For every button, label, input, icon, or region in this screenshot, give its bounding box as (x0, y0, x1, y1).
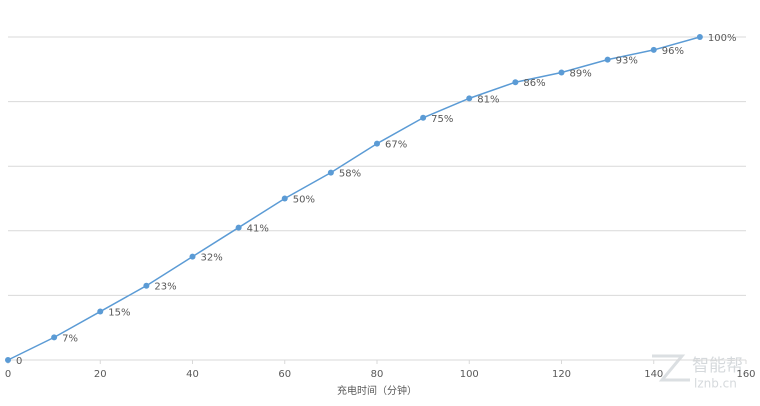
data-label: 89% (570, 69, 592, 80)
data-point (696, 34, 703, 40)
data-point (235, 224, 242, 231)
x-tick-label: 160 (736, 369, 755, 380)
data-point (512, 79, 519, 86)
data-label: 67% (385, 140, 407, 151)
x-tick-label: 0 (5, 369, 11, 380)
x-tick-label: 20 (94, 369, 107, 380)
data-label: 50% (293, 195, 315, 206)
data-label: 100% (708, 33, 737, 44)
x-tick-label: 120 (552, 369, 571, 380)
data-point (5, 357, 11, 363)
data-label: 0 (16, 356, 22, 367)
data-label: 15% (108, 308, 130, 319)
data-label: 96% (662, 46, 684, 57)
data-label: 86% (523, 78, 545, 89)
x-tick-label: 80 (371, 369, 384, 380)
data-label: 93% (616, 56, 638, 67)
series-line (7, 36, 701, 361)
data-point (650, 46, 657, 53)
data-label: 75% (431, 114, 453, 125)
x-axis-label: 充电时间（分钟） (337, 384, 417, 397)
data-point (374, 140, 380, 147)
watermark-name: 智能帮 (692, 356, 743, 376)
watermark: 智能帮 lznb.cn (652, 354, 743, 391)
data-point (327, 169, 334, 176)
data-point (604, 56, 611, 63)
data-point (143, 282, 150, 289)
data-point (97, 308, 104, 315)
data-label: 23% (154, 282, 176, 293)
data-point (189, 253, 196, 260)
data-point (281, 195, 288, 202)
data-label: 7% (62, 333, 78, 344)
data-point (51, 334, 58, 341)
data-label: 41% (247, 224, 269, 235)
watermark-site: lznb.cn (694, 377, 737, 391)
x-tick-label: 100 (460, 369, 479, 380)
data-label: 58% (339, 169, 361, 180)
data-label: 32% (201, 253, 223, 264)
x-tick-label: 60 (278, 369, 291, 380)
data-label: 81% (477, 94, 499, 105)
data-point (558, 69, 565, 76)
data-point (420, 114, 427, 121)
x-tick-label: 140 (644, 369, 663, 380)
x-tick-label: 40 (186, 369, 199, 380)
watermark-logo (652, 354, 690, 382)
data-point (466, 95, 473, 102)
